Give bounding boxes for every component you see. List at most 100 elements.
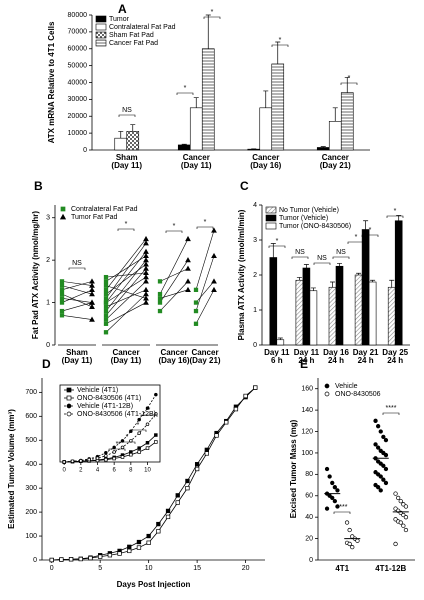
marker	[396, 495, 401, 501]
x-tick-label: 15	[193, 565, 201, 572]
y-tick-label: 100	[25, 533, 37, 540]
y-tick-label: 80	[305, 471, 313, 478]
bracket	[117, 228, 135, 231]
legend-marker	[66, 387, 72, 393]
marker	[143, 295, 149, 301]
bar	[269, 257, 278, 346]
marker	[211, 286, 217, 292]
y-tick-label: 0	[253, 342, 257, 349]
marker	[103, 313, 109, 318]
marker	[185, 286, 191, 292]
pair-line	[61, 289, 93, 303]
bar	[247, 148, 261, 151]
marker	[157, 296, 163, 301]
legend-swatch	[95, 23, 107, 31]
marker	[211, 227, 217, 233]
bar	[387, 286, 396, 346]
legend-label: Vehicle (4T1)	[77, 387, 118, 394]
marker	[136, 539, 142, 545]
marker	[137, 431, 141, 435]
y-tick-label: 400	[25, 461, 37, 468]
error-bar	[344, 77, 350, 93]
marker	[89, 303, 95, 309]
x-tick-label: 4	[96, 468, 100, 474]
marker	[103, 274, 109, 280]
y-tick-label: 2	[46, 257, 50, 264]
marker	[324, 466, 330, 472]
annotation: *	[116, 441, 119, 448]
pair-line	[195, 230, 215, 290]
marker	[154, 440, 158, 444]
marker	[146, 540, 151, 545]
marker	[393, 541, 398, 547]
bracket	[68, 267, 86, 270]
legend-label: ONO-8430506	[335, 391, 381, 398]
marker	[103, 296, 109, 301]
pair-line	[159, 289, 189, 299]
x-tick-label: Cancer	[183, 153, 210, 162]
legend-swatch	[95, 15, 107, 23]
annotation: *	[148, 407, 151, 414]
error-bar	[193, 97, 199, 108]
marker	[104, 454, 108, 458]
pair-line	[159, 281, 189, 312]
bracket	[108, 448, 126, 451]
error-bar	[320, 146, 326, 148]
marker	[185, 478, 190, 484]
bar	[114, 137, 128, 151]
error-bar	[363, 220, 369, 230]
bar	[340, 92, 354, 151]
pair-line	[105, 264, 147, 295]
legend-label: Cancer Fat Pad	[109, 40, 158, 47]
marker	[107, 553, 113, 558]
marker	[103, 317, 109, 322]
x-tick-label: 10	[145, 565, 153, 572]
x-tick-label: Cancer	[191, 348, 218, 357]
y-tick-label: 20000	[68, 113, 88, 120]
marker	[89, 291, 95, 297]
marker	[59, 291, 65, 297]
annotation: NS	[295, 249, 305, 256]
marker	[87, 457, 91, 462]
x-tick-label: Cancer	[112, 348, 139, 357]
marker	[78, 556, 83, 562]
marker	[373, 418, 378, 423]
pair-line	[105, 285, 147, 299]
bracket	[361, 234, 379, 237]
bracket	[165, 230, 183, 233]
legend-label: ONO-8430506 (4T1)	[77, 395, 141, 402]
marker	[355, 538, 360, 543]
x-tick-label: 10	[144, 468, 151, 474]
x-tick-label: 6	[112, 468, 116, 474]
x-tick-label: Cancer	[160, 348, 187, 357]
x-tick-label: (Day 21)	[189, 356, 220, 365]
marker	[214, 433, 219, 438]
error-bar	[356, 272, 362, 275]
marker	[383, 466, 389, 472]
annotation: NS	[72, 260, 82, 267]
pair-line	[105, 302, 147, 325]
marker	[335, 504, 340, 509]
error-bar	[337, 263, 342, 267]
error-bar	[130, 124, 136, 132]
marker	[143, 235, 149, 242]
bar	[316, 147, 330, 151]
annotation: *	[126, 434, 129, 441]
marker	[193, 287, 199, 292]
marker	[146, 533, 151, 539]
legend-label: Vehicle (4T1-12B)	[77, 403, 133, 410]
annotation: *	[348, 75, 351, 82]
marker	[350, 545, 355, 550]
marker	[381, 463, 386, 468]
pair-line	[61, 281, 93, 286]
marker	[103, 308, 109, 314]
pair-line	[105, 255, 147, 282]
marker	[145, 422, 150, 427]
bar	[189, 107, 203, 151]
bracket	[291, 256, 309, 259]
annotation: *	[394, 208, 397, 215]
marker	[143, 252, 149, 259]
x-tick-label: Day 16	[323, 348, 349, 357]
marker	[137, 417, 141, 422]
marker	[347, 541, 352, 547]
